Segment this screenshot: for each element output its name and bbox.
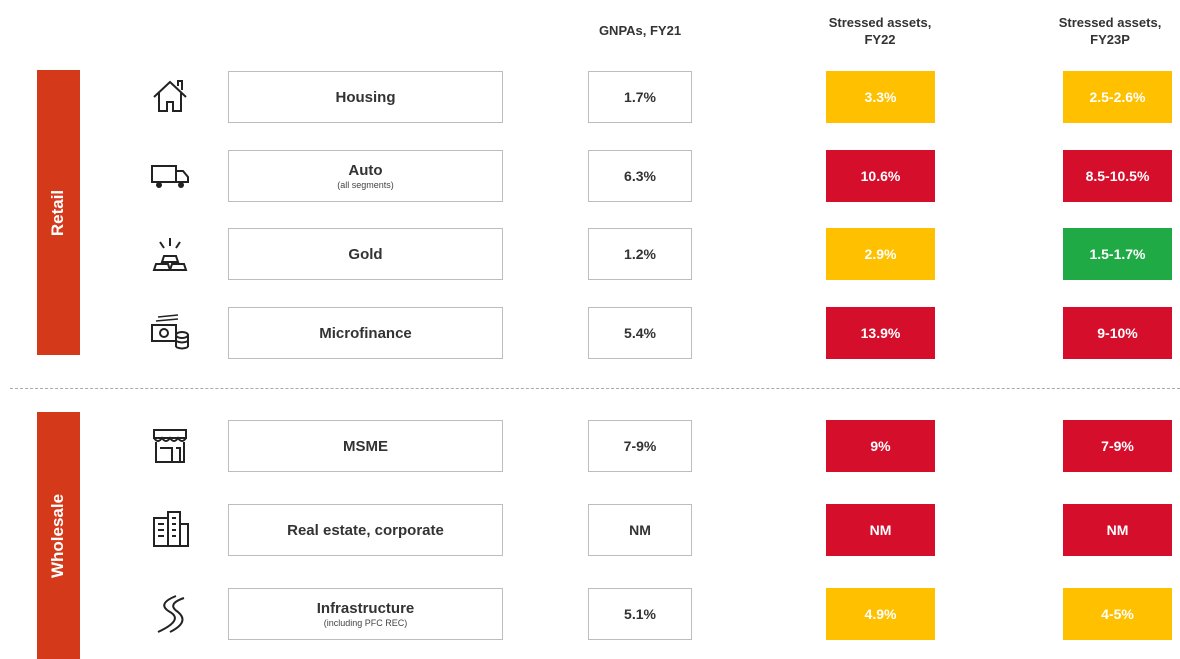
icon xyxy=(150,426,190,466)
icon-svg xyxy=(153,511,189,547)
gnpa-box: 5.1% xyxy=(588,588,692,640)
header-fy22: Stressed assets, FY22 xyxy=(828,15,932,47)
row-label: Microfinance xyxy=(319,324,412,342)
row-label: Housing xyxy=(335,88,396,106)
row-label-box: Housing xyxy=(228,71,503,123)
icon-svg xyxy=(152,238,188,272)
fy22-cell: 13.9% xyxy=(826,307,935,360)
gnpa-value: 6.3% xyxy=(624,167,656,184)
fy23-value: 4-5% xyxy=(1101,606,1134,622)
header-gnpa: GNPAs, FY21 xyxy=(598,23,682,38)
gnpa-value: 5.4% xyxy=(624,325,656,342)
fy22-cell: 9% xyxy=(826,420,935,472)
fy22-cell: 3.3% xyxy=(826,71,935,123)
fy22-value: 9% xyxy=(870,438,891,454)
fy22-cell: 4.9% xyxy=(826,588,935,640)
row-note: (including PFC REC) xyxy=(323,618,408,628)
gnpa-box: 5.4% xyxy=(588,307,692,360)
row-label-box: Gold xyxy=(228,228,503,281)
fy22-cell: 10.6% xyxy=(826,149,935,202)
icon-svg xyxy=(151,314,189,350)
icon xyxy=(150,510,190,550)
fy23-cell: 7-9% xyxy=(1063,420,1172,472)
row-label-box: Infrastructure (including PFC REC) xyxy=(228,588,503,640)
header-fy23: Stressed assets, FY23P xyxy=(1058,15,1162,47)
row-label-box: MSME xyxy=(228,420,503,472)
fy23-value: 1.5-1.7% xyxy=(1089,246,1146,263)
fy23-value: NM xyxy=(1106,522,1129,538)
row-label-box: Microfinance xyxy=(228,307,503,360)
fy22-cell: NM xyxy=(826,504,935,556)
fy23-value: 9-10% xyxy=(1097,325,1138,342)
row-label: Gold xyxy=(348,245,383,263)
gnpa-box: 7-9% xyxy=(588,420,692,472)
gnpa-box: 1.7% xyxy=(588,71,692,123)
gnpa-box: NM xyxy=(588,504,692,556)
fy23-cell: 1.5-1.7% xyxy=(1063,228,1172,281)
row-label-box: Real estate, corporate xyxy=(228,504,503,556)
icon xyxy=(150,234,190,274)
gnpa-box: 1.2% xyxy=(588,228,692,281)
group-bar: Retail xyxy=(37,70,80,355)
gnpa-value: 1.7% xyxy=(624,89,656,105)
gnpa-value: 7-9% xyxy=(623,438,657,454)
icon-svg xyxy=(151,164,189,188)
gnpa-box: 6.3% xyxy=(588,149,692,202)
row-label: Real estate, corporate xyxy=(287,521,444,539)
row-label: MSME xyxy=(343,437,388,455)
icon-svg xyxy=(153,429,187,463)
fy22-value: 10.6% xyxy=(860,167,901,184)
fy23-cell: 2.5-2.6% xyxy=(1063,71,1172,123)
icon-svg xyxy=(157,595,185,633)
separator xyxy=(10,388,1180,389)
icon xyxy=(150,313,190,353)
row-label: Infrastructure xyxy=(316,600,415,617)
fy23-cell: 9-10% xyxy=(1063,307,1172,360)
fy22-value: NM xyxy=(869,522,892,538)
group-label: Retail xyxy=(48,189,68,236)
row-label: Auto xyxy=(348,161,383,179)
icon xyxy=(150,77,190,117)
group-bar: Wholesale xyxy=(37,412,80,659)
fy22-value: 13.9% xyxy=(860,325,901,342)
fy23-value: 8.5-10.5% xyxy=(1085,167,1150,184)
icon xyxy=(150,156,190,196)
gnpa-value: NM xyxy=(629,522,651,538)
fy23-value: 2.5-2.6% xyxy=(1089,89,1146,105)
gnpa-value: 5.1% xyxy=(624,606,656,622)
fy22-value: 2.9% xyxy=(864,246,897,263)
fy22-value: 3.3% xyxy=(864,89,897,105)
row-label-box: Auto (all segments) xyxy=(228,149,503,202)
fy22-cell: 2.9% xyxy=(826,228,935,281)
icon-svg xyxy=(153,80,187,112)
fy23-value: 7-9% xyxy=(1101,438,1134,454)
row-note: (all segments) xyxy=(337,179,394,190)
icon xyxy=(150,594,190,634)
fy22-value: 4.9% xyxy=(864,606,897,622)
fy23-cell: 4-5% xyxy=(1063,588,1172,640)
fy23-cell: 8.5-10.5% xyxy=(1063,149,1172,202)
group-label: Wholesale xyxy=(48,493,68,578)
gnpa-value: 1.2% xyxy=(624,246,656,263)
fy23-cell: NM xyxy=(1063,504,1172,556)
